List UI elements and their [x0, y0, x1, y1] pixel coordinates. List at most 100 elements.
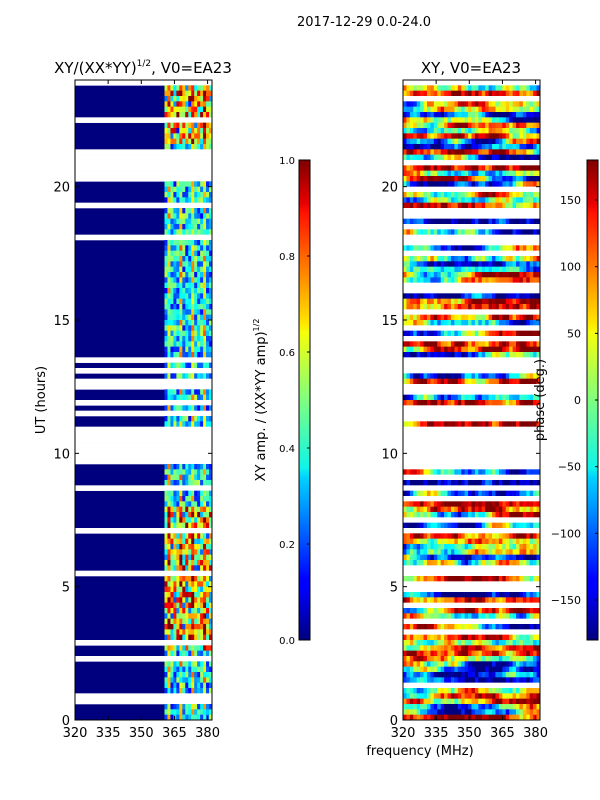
heatmap-cell [188, 496, 192, 502]
heatmap-cell [495, 133, 500, 139]
heatmap-cell [464, 608, 469, 614]
heatmap-cell [188, 224, 192, 230]
heatmap-cell [173, 405, 177, 411]
heatmap-cell [409, 506, 414, 513]
heatmap-cell [485, 672, 489, 678]
heatmap-cell [502, 304, 507, 310]
heatmap-cell [203, 85, 207, 91]
heatmap-cell [533, 341, 537, 347]
heatmap-cell [498, 688, 503, 694]
heatmap-cell [197, 538, 201, 545]
heatmap-cell [509, 544, 513, 550]
heatmap-cell [454, 613, 459, 619]
heatmap-cell [423, 272, 428, 278]
heatmap-cell [200, 288, 204, 294]
heatmap-cell [206, 90, 210, 97]
heatmap-cell [526, 522, 531, 529]
heatmap-cell [420, 704, 424, 710]
heatmap-cell [488, 101, 493, 107]
heatmap-cell [533, 656, 537, 662]
heatmap-cell [444, 608, 448, 614]
heatmap-cell [478, 634, 483, 641]
heatmap-cell [471, 544, 476, 550]
heatmap-cell [179, 330, 183, 337]
heatmap-cell [498, 533, 503, 539]
heatmap-cell [430, 506, 435, 513]
heatmap-cell [526, 469, 531, 475]
heatmap-cell [416, 378, 421, 385]
heatmap-cell [536, 138, 540, 145]
heatmap-cell [512, 277, 517, 283]
heatmap-cell [200, 469, 204, 475]
heatmap-cell [474, 314, 479, 321]
heatmap-cell [502, 666, 507, 673]
heatmap-cell [526, 346, 531, 353]
heatmap-cell [536, 645, 540, 651]
heatmap-cell [167, 106, 171, 113]
heatmap-cell [176, 245, 180, 251]
heatmap-cell [416, 272, 421, 278]
heatmap-cell [194, 138, 198, 145]
heatmap-cell [457, 506, 462, 513]
heatmap-cell [488, 314, 493, 321]
heatmap-cell [505, 138, 510, 145]
heatmap-cell [176, 586, 180, 593]
heatmap-cell [516, 576, 520, 582]
heatmap-cell [481, 576, 486, 582]
heatmap-cell [492, 229, 496, 235]
heatmap-cell [430, 704, 435, 710]
heatmap-cell [492, 277, 496, 283]
heatmap-cell [416, 352, 421, 358]
heatmap-cell [533, 506, 537, 513]
heatmap-cell [173, 704, 177, 710]
heatmap-cell [406, 544, 411, 550]
heatmap-cell [461, 650, 465, 657]
heatmap-cell [403, 666, 407, 673]
heatmap-cell [406, 378, 411, 385]
heatmap-cell [409, 202, 414, 209]
heatmap-cell [164, 581, 168, 587]
heatmap-cell [536, 650, 540, 657]
heatmap-cell [413, 181, 417, 187]
heatmap-cell [194, 565, 198, 571]
heatmap-cell [526, 501, 531, 507]
heatmap-cell [522, 90, 527, 97]
heatmap-cell [519, 490, 524, 497]
heatmap-cell [191, 336, 195, 342]
heatmap-cell [488, 298, 493, 305]
heatmap-cell [179, 90, 183, 97]
heatmap-cell [409, 698, 414, 705]
heatmap-cell [450, 666, 455, 673]
heatmap-cell [485, 202, 489, 209]
heatmap-cell [185, 613, 189, 619]
heatmap-cell [197, 128, 201, 134]
heatmap-cell [197, 272, 201, 278]
heatmap-cell [450, 554, 455, 561]
heatmap-cell [533, 245, 537, 251]
heatmap-cell [209, 597, 212, 603]
heatmap-cell [176, 576, 180, 582]
heatmap-cell [403, 624, 407, 630]
heatmap-cell [185, 245, 189, 251]
heatmap-cell [512, 666, 517, 673]
heatmap-cell [437, 608, 441, 614]
heatmap-cell [406, 106, 411, 113]
heatmap-cell [170, 714, 174, 720]
heatmap-cell [182, 250, 186, 257]
flagged-row [75, 448, 212, 454]
heatmap-cell [495, 341, 500, 347]
heatmap-cell [194, 608, 198, 614]
heatmap-cell [182, 634, 186, 641]
heatmap-cell [533, 117, 537, 123]
heatmap-cell [170, 106, 174, 113]
heatmap-cell [485, 176, 489, 182]
heatmap-cell [533, 544, 537, 550]
heatmap-cell [176, 581, 180, 587]
heatmap-cell [420, 608, 424, 614]
heatmap-cell [409, 293, 414, 299]
heatmap-cell [481, 202, 486, 209]
heatmap-cell [437, 117, 441, 123]
heatmap-cell [188, 554, 192, 561]
heatmap-cell [464, 522, 469, 529]
